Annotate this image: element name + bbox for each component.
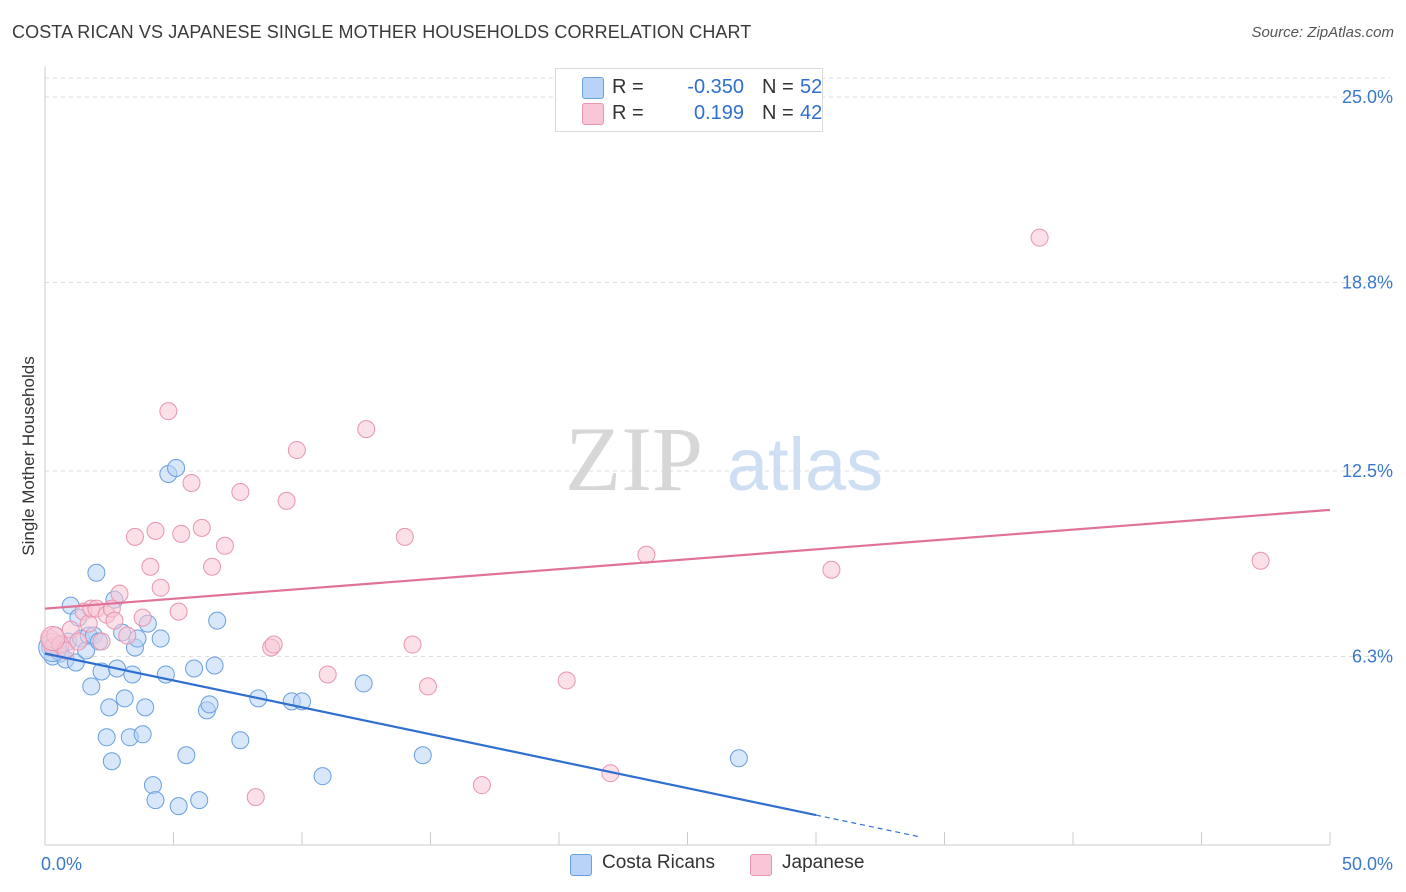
watermark-atlas: atlas	[727, 423, 883, 506]
n-value: 52	[800, 76, 823, 98]
x-tick-label: 0.0%	[41, 854, 82, 874]
japanese-point	[141, 557, 160, 576]
japanese-point	[1030, 228, 1049, 247]
costa-ricans-point	[87, 563, 106, 582]
costa-ricans-point	[115, 689, 134, 708]
japanese-point	[182, 473, 201, 492]
y-tick-label: 6.3%	[1352, 647, 1393, 667]
costa-ricans-point	[200, 695, 219, 714]
japanese-point	[215, 536, 234, 555]
japanese-point	[69, 632, 88, 651]
japanese-swatch	[582, 103, 604, 125]
source-label: Source: ZipAtlas.com	[1251, 24, 1394, 41]
costa-ricans-point	[133, 725, 152, 744]
chart-title: COSTA RICAN VS JAPANESE SINGLE MOTHER HO…	[12, 22, 752, 42]
japanese-swatch	[750, 854, 772, 876]
japanese-point	[146, 521, 165, 540]
y-axis-label: Single Mother Households	[19, 356, 38, 555]
japanese-point	[105, 611, 124, 630]
japanese-point	[172, 524, 191, 543]
costa-ricans-point	[729, 749, 748, 768]
legend-label: Japanese	[782, 852, 865, 873]
japanese-point	[40, 626, 66, 652]
japanese-point	[231, 482, 250, 501]
y-tick-label: 25.0%	[1342, 87, 1393, 107]
japanese-point	[418, 677, 437, 696]
costa-ricans-trendline-extension	[815, 814, 919, 838]
japanese-point	[118, 626, 137, 645]
costa-ricans-point	[100, 698, 119, 717]
costa-ricans-point	[413, 746, 432, 765]
japanese-point	[169, 602, 188, 621]
r-label: R =	[612, 76, 644, 98]
costa-ricans-point	[185, 659, 204, 678]
legend-label: Costa Ricans	[602, 852, 715, 873]
japanese-point	[318, 665, 337, 684]
n-label: N =	[762, 102, 794, 124]
costa-ricans-point	[190, 791, 209, 810]
japanese-point	[79, 614, 98, 633]
stats-legend: R = -0.350 N = 52 R = 0.199 N = 42	[555, 68, 823, 132]
japanese-point	[92, 632, 111, 651]
costa-ricans-point	[354, 674, 373, 693]
japanese-trendline	[44, 508, 1331, 610]
costa-ricans-point	[97, 728, 116, 747]
japanese-point	[403, 635, 422, 654]
japanese-point	[1251, 551, 1270, 570]
watermark-zip: ZIP	[565, 408, 703, 510]
japanese-point	[125, 527, 144, 546]
costa-ricans-point	[169, 797, 188, 816]
japanese-point	[357, 420, 376, 439]
axes	[44, 66, 1331, 846]
costa-ricans-point	[143, 776, 162, 795]
japanese-point	[637, 545, 656, 564]
costa-ricans-point	[102, 752, 121, 771]
japanese-point	[203, 557, 222, 576]
costa-ricans-point	[231, 731, 250, 750]
japanese-point	[277, 491, 296, 510]
japanese-point	[151, 578, 170, 597]
japanese-point	[395, 527, 414, 546]
costa-ricans-points	[38, 459, 748, 816]
r-value: 0.199	[693, 102, 744, 124]
watermark: ZIP atlas	[565, 408, 883, 510]
costa-ricans-trendline	[44, 652, 817, 817]
japanese-point	[159, 402, 178, 421]
costa-ricans-swatch	[582, 77, 604, 99]
japanese-point	[264, 635, 283, 654]
y-tick-label: 12.5%	[1342, 461, 1393, 481]
japanese-point	[192, 518, 211, 537]
costa-ricans-point	[208, 611, 227, 630]
y-tick-label: 18.8%	[1342, 273, 1393, 293]
japanese-point	[822, 560, 841, 579]
japanese-point	[557, 671, 576, 690]
costa-ricans-point	[82, 677, 101, 696]
costa-ricans-point	[146, 791, 165, 810]
costa-ricans-point	[167, 459, 186, 478]
costa-ricans-point	[123, 665, 142, 684]
r-value: -0.350	[687, 76, 744, 98]
costa-ricans-point	[205, 656, 224, 675]
costa-ricans-point	[151, 629, 170, 648]
costa-ricans-swatch	[570, 854, 592, 876]
costa-ricans-point	[313, 767, 332, 786]
japanese-point	[246, 788, 265, 807]
tick-labels: 6.3% 12.5% 18.8% 25.0% 0.0% 50.0%	[41, 87, 1393, 874]
grid-lines	[45, 77, 1390, 658]
japanese-point	[472, 776, 491, 795]
japanese-point	[133, 608, 152, 627]
trendlines	[44, 508, 1331, 838]
costa-ricans-point	[177, 746, 196, 765]
japanese-points	[40, 228, 1270, 807]
costa-ricans-point	[136, 698, 155, 717]
x-tick-label: 50.0%	[1342, 854, 1393, 874]
n-value: 42	[800, 102, 823, 124]
japanese-point	[287, 441, 306, 460]
japanese-point	[110, 584, 129, 603]
n-label: N =	[762, 76, 794, 98]
r-label: R =	[612, 102, 644, 124]
